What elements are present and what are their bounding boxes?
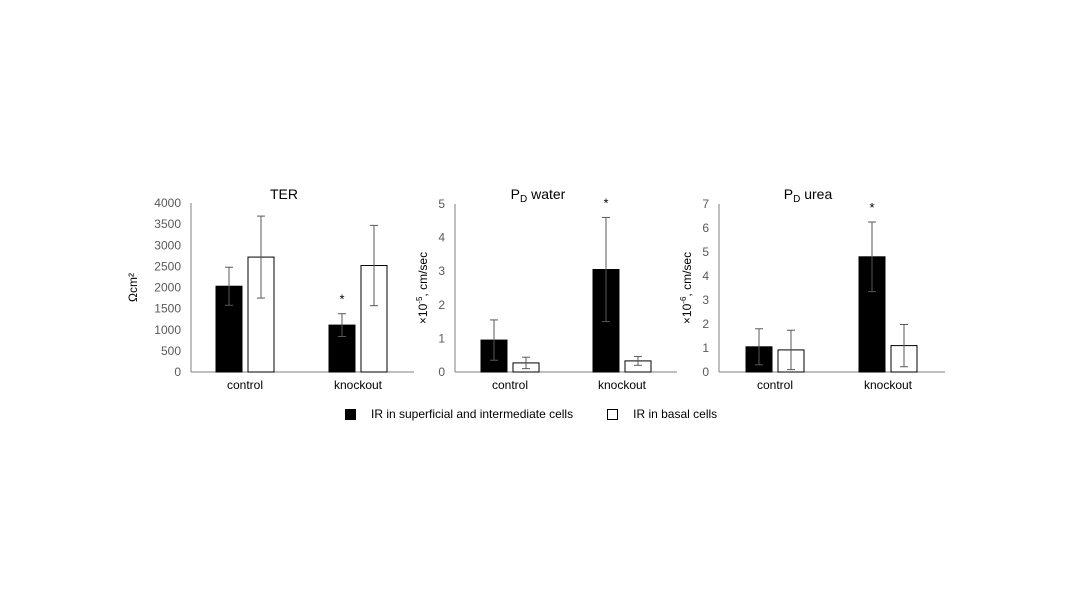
chart-title-1: TER [270, 186, 298, 202]
chart-title-subscript: D [793, 194, 800, 205]
y-tick-label: 3500 [154, 217, 181, 231]
y-tick-label: 3 [438, 264, 445, 278]
x-tick-label-control: control [492, 378, 528, 392]
significance-star: * [869, 200, 874, 215]
x-tick-label-control: control [227, 378, 263, 392]
y-tick-label: 2 [438, 298, 445, 312]
y-tick-label: 1000 [154, 323, 181, 337]
y-axis-label-2: ×10-5, cm/sec [415, 252, 430, 324]
y-tick-label: 0 [438, 365, 445, 379]
y-tick-label: 500 [161, 344, 181, 358]
y-tick-label: 5 [702, 245, 709, 259]
legend-label-basal: IR in basal cells [633, 407, 718, 421]
chart-title-main: P [511, 186, 520, 202]
y-tick-label: 6 [702, 221, 709, 235]
y-axis-label-prefix: ×10 [416, 303, 430, 324]
y-tick-label: 3 [702, 293, 709, 307]
y-axis-label-prefix: ×10 [680, 303, 694, 324]
y-axis-label-exponent: -6 [679, 296, 688, 304]
legend-swatch-basal [607, 408, 619, 420]
y-tick-label: 4 [438, 231, 445, 245]
y-axis-label-1: Ωcm² [126, 273, 140, 302]
y-tick-label: 4000 [154, 196, 181, 210]
chart-1: TER Ωcm² 0 500 1000 1500 2000 2500 3000 3500 4000 c… [126, 186, 414, 392]
y-tick-label: 3000 [154, 238, 181, 252]
chart-title-rest: urea [800, 186, 832, 202]
y-tick-label: 1 [702, 341, 709, 355]
legend-item-basal: IR in basal cells [607, 407, 717, 421]
legend: IR in superficial and intermediate cells… [345, 407, 751, 421]
legend-label-superficial: IR in superficial and intermediate cells [371, 407, 574, 421]
y-tick-label: 1500 [154, 302, 181, 316]
bar-knockout-series-1 [328, 324, 356, 373]
x-tick-label-knockout: knockout [864, 378, 913, 392]
chart-3: PD urea ×10-6, cm/sec 0 1 2 3 4 5 6 7 control knock… [679, 186, 945, 392]
y-tick-label: 2000 [154, 281, 181, 295]
y-tick-label: 7 [702, 197, 709, 211]
chart-title-2: PD water [511, 186, 566, 205]
legend-item-superficial: IR in superficial and intermediate cells [345, 407, 573, 421]
y-tick-label: 0 [702, 365, 709, 379]
significance-star: * [603, 195, 608, 210]
chart-2: PD water ×10-5, cm/sec 0 1 2 3 4 5 control knocko… [415, 186, 677, 392]
y-axis-label-exponent: -5 [415, 296, 424, 304]
y-tick-label: 2500 [154, 259, 181, 273]
y-axis-label-3: ×10-6, cm/sec [679, 252, 694, 324]
chart-title-subscript: D [520, 194, 527, 205]
y-axis-label-unit: , cm/sec [680, 252, 694, 297]
chart-title-rest: water [527, 186, 565, 202]
significance-star: * [339, 292, 344, 307]
y-axis-label-unit: , cm/sec [416, 252, 430, 297]
x-tick-label-knockout: knockout [334, 378, 383, 392]
chart-title-main: P [784, 186, 793, 202]
chart-title-3: PD urea [784, 186, 833, 205]
y-tick-label: 1 [438, 331, 445, 345]
x-tick-label-knockout: knockout [598, 378, 647, 392]
x-tick-label-control: control [757, 378, 793, 392]
y-tick-label: 4 [702, 269, 709, 283]
y-tick-label: 0 [174, 365, 181, 379]
y-tick-label: 2 [702, 317, 709, 331]
y-tick-label: 5 [438, 197, 445, 211]
legend-swatch-superficial [345, 408, 356, 420]
